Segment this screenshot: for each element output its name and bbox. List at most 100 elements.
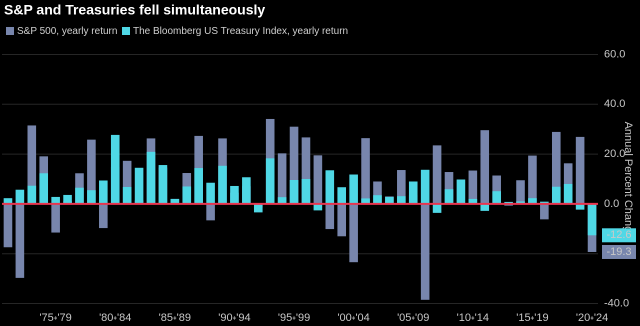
bar (325, 170, 335, 204)
x-tick-label: '00-'04 (337, 312, 369, 324)
y-tick-label: 20.0 (604, 148, 625, 160)
y-axis-label: Annual Percent Change (622, 122, 634, 239)
bar (75, 187, 84, 204)
bar (563, 183, 573, 204)
bar (3, 198, 13, 204)
bar (468, 170, 478, 204)
bar (337, 203, 347, 237)
bar (182, 186, 192, 204)
bar (349, 174, 358, 204)
bar (206, 182, 215, 204)
bar (551, 131, 561, 204)
bar (516, 180, 525, 204)
bar (242, 177, 251, 204)
bar (134, 167, 144, 204)
bar (516, 201, 525, 204)
x-tick-label: '15-'19 (516, 312, 548, 324)
bar (99, 180, 108, 204)
bar (253, 203, 263, 213)
bar (337, 187, 347, 204)
bar (540, 201, 549, 204)
bar (540, 203, 549, 220)
bar (444, 189, 454, 204)
bar (575, 203, 585, 210)
bar (492, 191, 501, 204)
bar (480, 130, 490, 204)
bar (218, 165, 227, 204)
bar (444, 172, 454, 204)
bar (230, 185, 239, 204)
bar (397, 170, 406, 204)
x-tick-label: '10-'14 (457, 312, 489, 324)
bar (563, 163, 573, 204)
bar (397, 196, 406, 204)
y-tick-label: 60.0 (604, 48, 625, 60)
bar (99, 203, 108, 229)
bar (480, 203, 490, 211)
x-tick-label: '90-'94 (218, 312, 250, 324)
x-tick-label: '75-'79 (39, 312, 71, 324)
bar (575, 136, 585, 204)
bar (15, 189, 25, 204)
bar (27, 125, 37, 204)
bar (277, 197, 287, 204)
y-tick-label: 40.0 (604, 98, 625, 110)
value-label: -19.3 (606, 246, 631, 258)
bar (51, 203, 60, 233)
bar (110, 134, 120, 204)
legend-swatch (122, 27, 130, 35)
bar (194, 168, 203, 204)
bar (432, 145, 442, 204)
bar (587, 203, 597, 236)
bar (551, 186, 561, 204)
legend-swatch (6, 27, 14, 35)
y-tick-label: 0.0 (604, 198, 619, 210)
bar (3, 203, 13, 248)
bar (313, 203, 323, 211)
bar (206, 203, 215, 221)
x-tick-label: '05-'09 (397, 312, 429, 324)
bar (277, 153, 287, 204)
bar (87, 139, 96, 204)
legend-label: The Bloomberg US Treasury Index, yearly … (133, 26, 348, 37)
bar (122, 160, 132, 204)
bar (15, 203, 25, 278)
bar (122, 186, 132, 204)
y-tick-label: -40.0 (604, 297, 629, 309)
bar (528, 198, 537, 204)
bar (325, 203, 335, 230)
chart-title: S&P and Treasuries fell simultaneously (4, 2, 265, 18)
bar (313, 155, 323, 204)
x-tick-label: '20-'24 (576, 312, 608, 324)
bar (87, 190, 96, 204)
bar (361, 138, 370, 204)
bar (468, 198, 478, 204)
bar (385, 196, 394, 204)
value-label-box (602, 244, 636, 259)
bar (289, 179, 299, 204)
bar (492, 175, 501, 204)
bar (456, 179, 466, 204)
bar (158, 165, 168, 204)
bar (361, 198, 370, 204)
x-tick-label: '85-'89 (159, 312, 191, 324)
bar (349, 203, 358, 263)
bar (373, 195, 382, 204)
x-tick-label: '80-'84 (99, 312, 131, 324)
bar (373, 181, 382, 204)
bar (301, 137, 311, 204)
bar (63, 194, 72, 204)
value-label-box (602, 228, 636, 243)
bar (420, 203, 430, 300)
bar (27, 185, 37, 204)
bar (528, 155, 537, 204)
value-label: -12.6 (606, 229, 631, 241)
bar (408, 181, 418, 204)
bar (170, 198, 180, 204)
bar (289, 126, 299, 204)
bar (39, 173, 49, 204)
x-tick-label: '95-'99 (278, 312, 310, 324)
bar (432, 203, 442, 213)
bar (420, 169, 430, 204)
